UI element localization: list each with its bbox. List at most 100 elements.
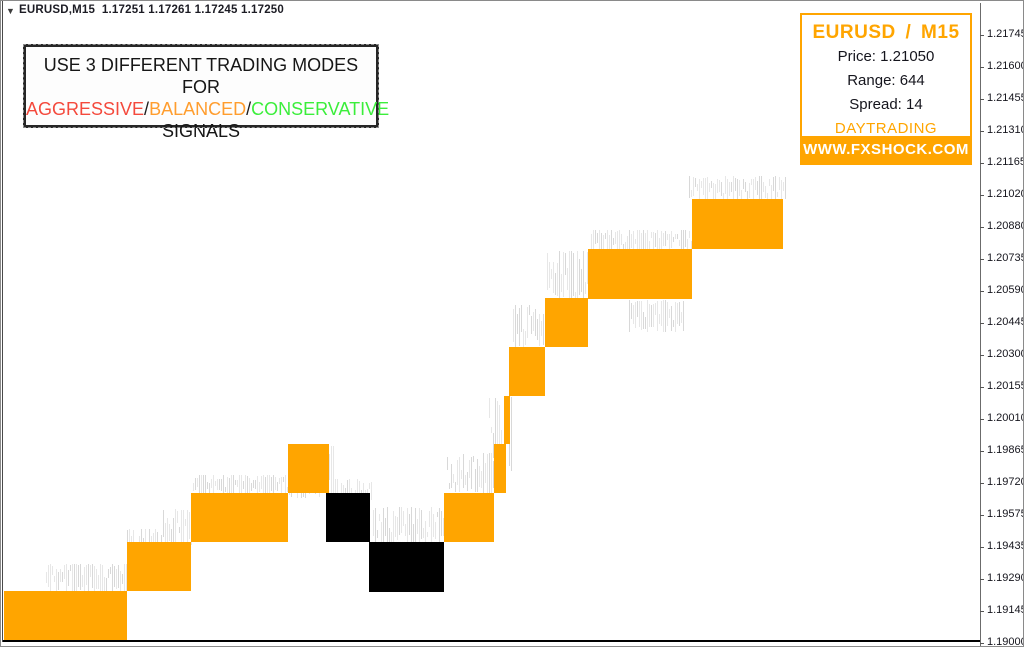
price-axis-label: 1.20590 [987,284,1024,296]
candle-stroke [195,477,196,490]
candle-stroke [567,267,568,290]
candle-stroke [463,454,464,489]
candle-stroke [609,235,610,250]
signal-box-down [326,493,370,542]
candle-stroke [765,186,766,199]
price-axis-label: 1.21745 [987,28,1024,40]
candle-stroke [497,400,498,465]
candle-stroke [379,513,380,522]
candle-stroke [655,303,656,315]
candle-stroke [661,231,662,250]
price-axis-tick [980,194,984,196]
candle-stroke [617,231,618,251]
candle-stroke [50,564,51,592]
candle-stroke [655,233,656,248]
candle-stroke [657,301,658,332]
candle-stroke [265,477,266,495]
price-axis-tick [980,418,984,420]
candle-stroke [709,183,710,193]
chart-dropdown-arrow-icon[interactable]: ▼ [6,6,15,16]
candle-stroke [555,272,556,295]
candle-stroke [397,517,398,541]
signal-boxes-layer[interactable] [1,1,980,640]
candle-stroke [649,303,650,327]
candle-stroke [62,571,63,582]
mode-: / [144,99,150,119]
candle-stroke [481,471,482,488]
signal-box-up [288,444,329,493]
candle-stroke [171,529,172,544]
spread-value: 14 [906,96,923,113]
candle-stroke [249,478,250,495]
price-axis-tick [980,322,984,324]
candle-stroke [695,177,696,187]
candle-stroke [395,515,396,538]
candle-stroke [401,507,402,534]
candle-stroke [225,486,226,493]
candle-stroke [261,475,262,489]
candle-stroke [679,240,680,246]
candle-stroke [719,180,720,193]
signal-box-up [509,347,545,396]
candle-stroke [551,268,552,279]
candle-stroke [495,398,496,469]
trading-modes-banner: USE 3 DIFFERENT TRADING MODES FOR AGGRES… [23,44,389,141]
mode-conservative: CONSERVATIVE [251,99,390,119]
candle-stroke [80,564,81,590]
candle-stroke [623,243,624,249]
candle-stroke [197,478,198,487]
candle-stroke [647,230,648,251]
candle-stroke [235,479,236,486]
candle-stroke [183,509,184,545]
candle-stroke [393,510,394,545]
candle-stroke [691,189,692,198]
price-axis-tick [980,354,984,356]
price-axis[interactable]: 1.21745 1.21600 1.21455 1.21310 1.21165 1.210… [980,1,1024,646]
banner-modes-line: AGGRESSIVE/BALANCED/CONSERVATIVE [26,98,389,120]
candle-stroke [371,482,372,501]
candle-stroke [333,446,334,498]
banner-line3: SIGNALS [161,121,241,141]
signal-box-down [369,542,444,592]
candle-stroke [531,315,532,335]
candle-stroke [443,517,444,536]
candle-stroke [639,230,640,251]
candle-stroke [269,475,270,495]
candle-stroke [247,475,248,494]
candle-stroke [585,281,586,294]
panel-price-row: Price: 1.21050 [802,45,970,69]
candle-stroke [263,475,264,495]
candle-stroke [541,320,542,336]
candle-stroke [603,235,604,251]
candle-stroke [377,529,378,538]
candle-stroke [437,511,438,518]
candle-stroke [775,176,776,202]
candle-stroke [703,177,704,196]
candle-stroke [701,181,702,189]
candle-stroke [499,404,500,452]
candle-stroke [783,182,784,191]
candle-stroke [641,300,642,331]
candle-stroke [173,517,174,545]
candle-stroke [60,569,61,582]
candle-stroke [575,292,576,299]
price-axis-label: 1.19720 [987,476,1024,488]
candle-stroke [68,569,69,586]
candle-stroke [271,476,272,491]
candle-stroke [621,234,622,246]
price-axis-tick [980,610,984,612]
price-axis-tick [980,578,984,580]
candle-stroke [549,261,550,288]
price-axis-label: 1.21020 [987,188,1024,200]
mode-: / [246,99,252,119]
candle-stroke [557,262,558,297]
candle-stroke [70,564,71,572]
candle-stroke [779,177,780,191]
candle-stroke [611,230,612,251]
price-axis-tick [980,290,984,292]
candle-stroke [477,459,478,493]
candle-stroke [403,511,404,526]
price-axis-label: 1.21165 [987,156,1024,168]
candle-stroke [391,531,392,545]
candle-stroke [521,305,522,332]
